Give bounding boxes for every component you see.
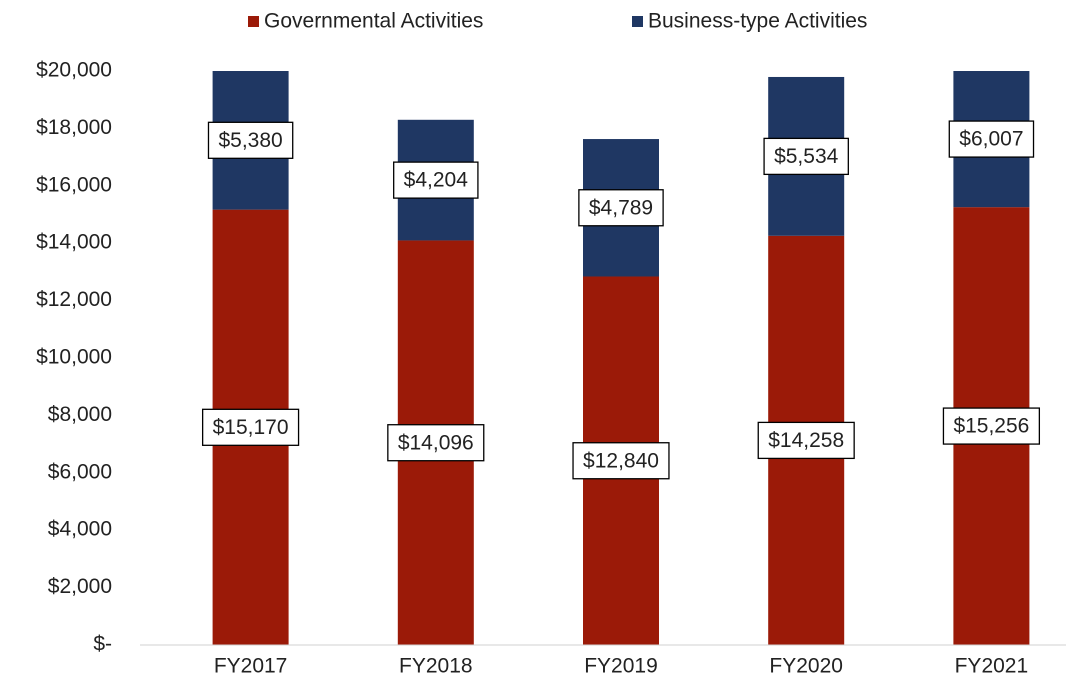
y-tick-label: $2,000: [48, 575, 112, 598]
y-tick-label: $6,000: [48, 460, 112, 483]
label-box: [572, 442, 670, 480]
data-label: $5,380: [218, 129, 282, 152]
x-tick-label: FY2020: [769, 655, 843, 678]
label-box: [757, 421, 855, 460]
legend-swatch: [632, 16, 643, 27]
y-tick-label: $8,000: [48, 403, 112, 426]
label-box: [387, 424, 485, 462]
data-label: $4,789: [589, 196, 653, 219]
labels: $15,170 $5,380 $14,096 $4,204 $12,840 $4,789 $…: [201, 120, 1041, 480]
plot-area: [212, 71, 1030, 645]
y-tick-label: $18,000: [36, 116, 112, 139]
data-label: $14,258: [768, 429, 844, 452]
data-label: $4,204: [404, 169, 469, 192]
label-box: [201, 408, 300, 446]
data-label: $12,840: [583, 449, 659, 472]
legend-label: Governmental Activities: [264, 10, 483, 33]
label-box: [393, 161, 479, 199]
x-tick-label: FY2021: [955, 655, 1029, 678]
y-tick-label: $4,000: [48, 518, 112, 541]
data-label: $6,007: [959, 128, 1023, 151]
label-box: [942, 407, 1041, 445]
y-tick-label: $-: [93, 633, 112, 656]
x-tick-label: FY2018: [399, 655, 473, 678]
y-tick-label: $20,000: [36, 59, 112, 82]
data-label: $14,096: [398, 431, 474, 454]
y-tick-label: $16,000: [36, 173, 112, 196]
data-label: $15,170: [213, 416, 289, 439]
label-box: [948, 120, 1035, 158]
y-tick-label: $12,000: [36, 288, 112, 311]
label-box: [207, 121, 294, 159]
x-tick-label: FY2019: [584, 655, 658, 678]
legend-swatch: [248, 16, 259, 27]
data-label: $15,256: [953, 415, 1029, 438]
legend-label: Business-type Activities: [648, 10, 867, 33]
y-tick-label: $14,000: [36, 231, 112, 254]
x-tick-label: FY2017: [214, 655, 288, 678]
label-box: [763, 137, 849, 176]
data-label: $5,534: [774, 145, 839, 168]
y-tick-label: $10,000: [36, 346, 112, 369]
label-box: [578, 189, 664, 227]
